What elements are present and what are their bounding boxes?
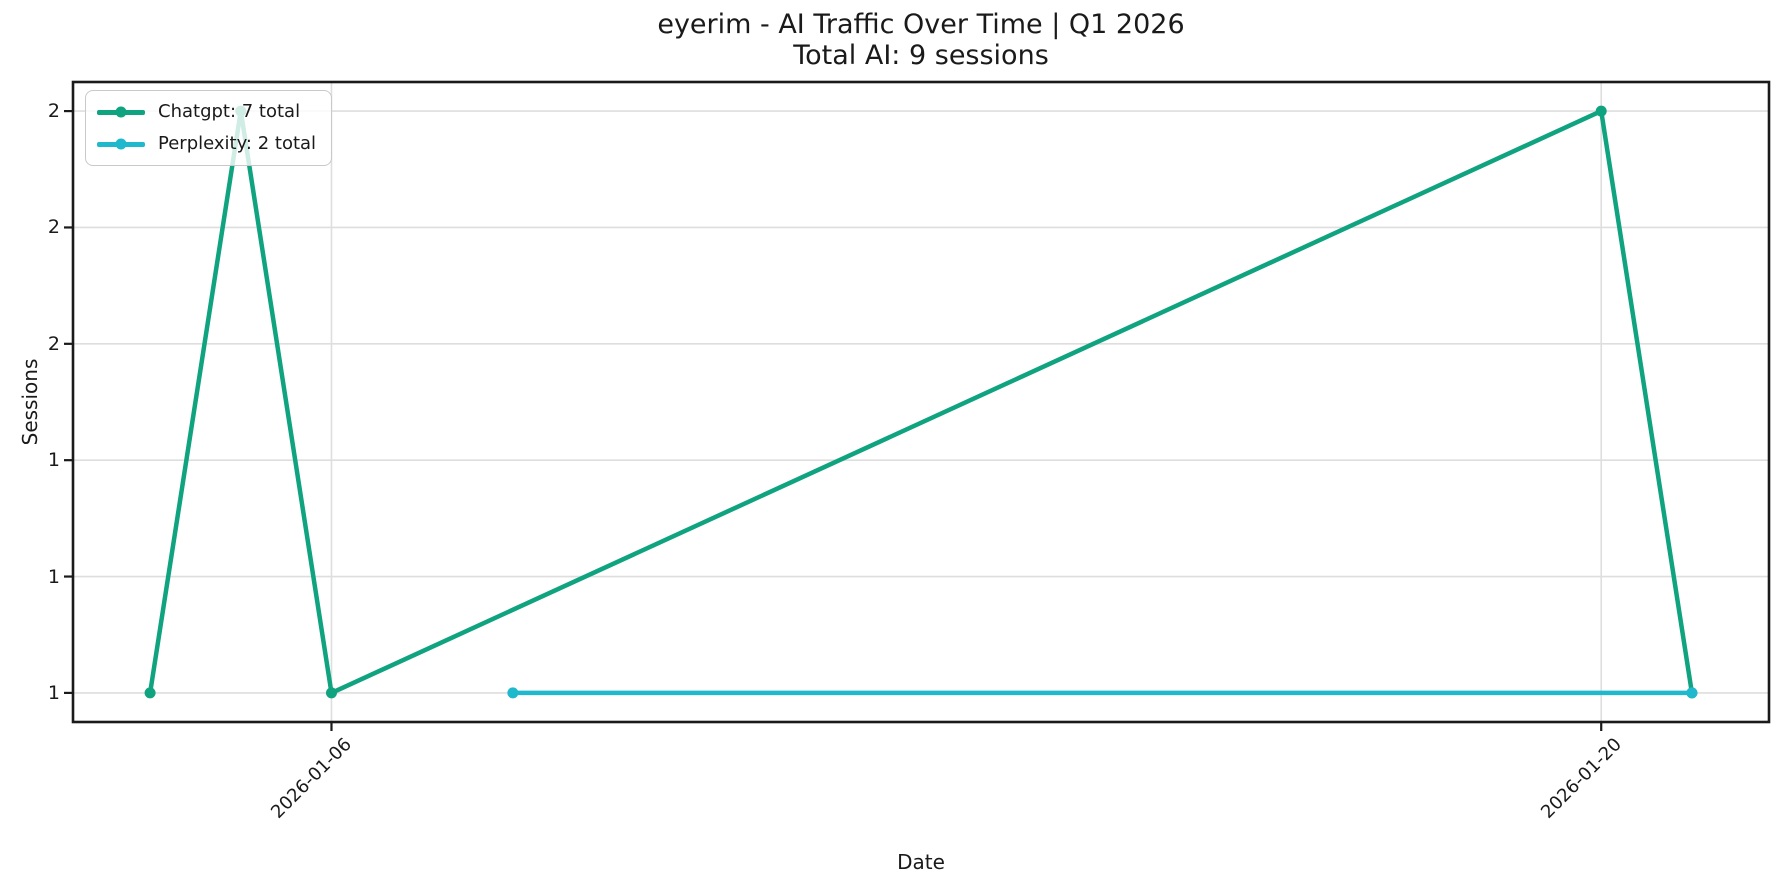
data-point-chatgpt (325, 687, 337, 699)
perplexity-marker-icon (115, 138, 127, 150)
perplexity-line-swatch-icon (97, 138, 145, 150)
chatgpt-marker-icon (115, 106, 127, 118)
legend-item-chatgpt: Chatgpt: 7 total (97, 99, 316, 125)
data-point-perplexity (507, 687, 519, 699)
series-line-chatgpt (147, 108, 1695, 696)
chart-title: eyerim - AI Traffic Over Time | Q1 2026 (657, 9, 1185, 40)
y-tick-label: 2 (47, 216, 60, 239)
x-axis-label: Date (897, 850, 945, 874)
data-point-chatgpt (144, 687, 156, 699)
y-tick-label: 1 (47, 449, 60, 472)
legend: Chatgpt: 7 total Perplexity: 2 total (85, 90, 333, 166)
chart-subtitle: Total AI: 9 sessions (793, 40, 1049, 71)
title-block: eyerim - AI Traffic Over Time | Q1 2026 … (73, 9, 1769, 71)
legend-label-chatgpt: Chatgpt: 7 total (158, 101, 301, 122)
y-axis-label: Sessions (18, 358, 42, 446)
plot-border (71, 80, 1771, 724)
y-tick-label: 1 (47, 681, 60, 704)
y-tick-label: 1 (47, 565, 60, 588)
y-tick-label: 2 (47, 100, 60, 123)
data-point-chatgpt (1595, 105, 1607, 117)
legend-label-perplexity: Perplexity: 2 total (158, 133, 317, 154)
data-point-perplexity (1686, 687, 1698, 699)
legend-item-perplexity: Perplexity: 2 total (97, 131, 316, 157)
y-tick-label: 2 (47, 332, 60, 355)
chatgpt-line-swatch-icon (97, 106, 145, 118)
